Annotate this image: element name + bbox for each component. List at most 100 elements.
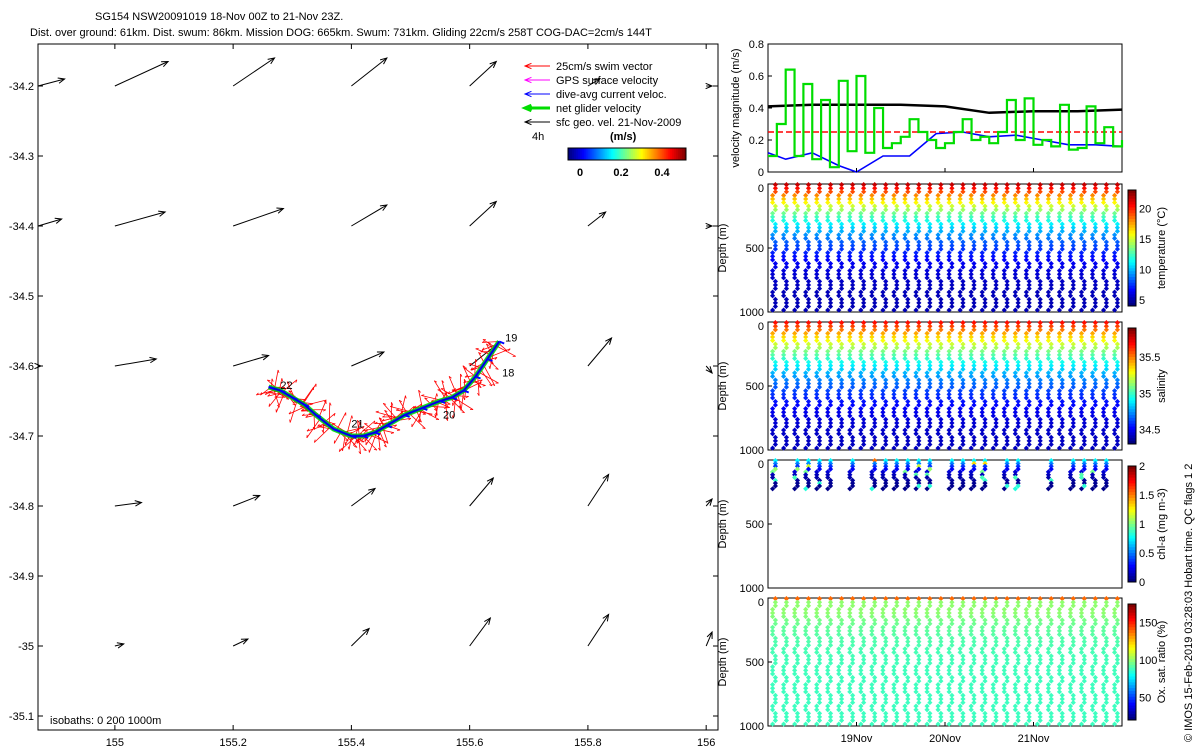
profile-point	[1070, 463, 1076, 469]
profile-point	[1015, 466, 1021, 472]
profile-point	[1070, 345, 1076, 351]
profile-point	[905, 660, 911, 666]
profile-point	[772, 692, 778, 699]
profile-point	[913, 631, 919, 638]
profile-point	[872, 221, 878, 227]
profile-point	[1048, 458, 1054, 464]
profile-point	[949, 398, 955, 405]
swim-vector-head	[357, 427, 361, 431]
profile-point	[805, 617, 812, 623]
profile-point	[935, 373, 941, 379]
profile-point	[1056, 606, 1063, 612]
profile-point	[872, 420, 878, 426]
profile-point	[1015, 327, 1021, 333]
profile-point	[1078, 671, 1085, 677]
profile-point	[1100, 631, 1107, 638]
profile-point	[770, 671, 776, 677]
profile-point	[891, 427, 897, 433]
scale-label: 4h	[532, 131, 544, 143]
profile-point	[792, 649, 798, 655]
swim-vector-head	[436, 393, 438, 397]
profile-point	[957, 406, 963, 412]
profile-point	[814, 671, 820, 677]
profile-point	[847, 373, 853, 379]
profile-point	[960, 438, 966, 444]
profile-point	[1037, 678, 1043, 684]
profile-point	[1114, 617, 1120, 623]
profile-point	[850, 345, 856, 351]
profile-point	[1067, 406, 1074, 412]
map-panel: 155 155.2 155.4 155.6 155.8 156-34.2-34.3-34.…	[9, 43, 719, 749]
profile-point	[924, 307, 930, 313]
profile-point	[971, 377, 977, 383]
profile-point	[1059, 717, 1065, 724]
profile-point	[772, 228, 778, 234]
profile-point	[960, 642, 966, 648]
profile-point	[927, 320, 933, 326]
swim-vector-head	[488, 342, 492, 345]
profile-point	[1078, 307, 1085, 313]
profile-point	[805, 327, 812, 333]
colorbar-cell	[583, 148, 587, 160]
profile-point	[825, 337, 831, 344]
profile-point	[938, 296, 944, 302]
profile-point	[805, 402, 812, 408]
profile-point	[883, 483, 889, 489]
profile-point	[924, 667, 930, 673]
profile-point	[792, 624, 798, 630]
profile-point	[990, 307, 996, 313]
profile-point	[1067, 667, 1074, 673]
profile-point	[1103, 653, 1109, 659]
profile-point	[880, 395, 886, 401]
profile-point	[1048, 377, 1054, 383]
section-y-tick-label: 1000	[740, 307, 764, 319]
profile-point	[861, 617, 867, 623]
profile-point	[990, 682, 996, 688]
profile-point	[1059, 303, 1065, 310]
profile-point	[872, 678, 878, 684]
geo-vector-head	[149, 356, 158, 364]
profile-point	[935, 337, 941, 344]
swim-vector-head	[470, 367, 473, 371]
profile-point	[858, 391, 864, 397]
geo-vector-head	[705, 498, 713, 506]
profile-point	[957, 427, 963, 433]
profile-point	[1001, 472, 1007, 478]
profile-point	[1004, 384, 1010, 390]
profile-point	[1103, 345, 1109, 351]
profile-point	[794, 189, 801, 195]
profile-point	[935, 355, 941, 362]
profile-point	[949, 416, 955, 423]
profile-point	[1048, 327, 1054, 333]
profile-point	[1001, 293, 1007, 299]
profile-point	[1015, 203, 1021, 209]
profile-point	[1034, 348, 1040, 354]
profile-point	[949, 696, 955, 702]
profile-point	[805, 639, 812, 645]
profile-point	[935, 689, 941, 695]
profile-point	[946, 649, 952, 655]
profile-point	[1070, 323, 1076, 329]
profile-point	[825, 330, 831, 336]
profile-point	[1081, 660, 1087, 666]
profile-point	[1026, 264, 1032, 270]
profile-point	[971, 384, 977, 390]
profile-point	[1081, 692, 1087, 699]
profile-point	[1103, 599, 1109, 605]
profile-point	[1092, 660, 1098, 666]
profile-point	[1081, 714, 1087, 720]
profile-point	[1026, 366, 1032, 372]
profile-point	[1059, 660, 1065, 666]
profile-point	[1070, 228, 1076, 234]
profile-point	[783, 285, 790, 292]
profile-point	[827, 714, 834, 720]
profile-point	[894, 710, 900, 716]
profile-point	[1015, 207, 1021, 213]
profile-point	[1078, 649, 1085, 655]
profile-point	[1026, 438, 1032, 444]
profile-point	[1114, 285, 1120, 292]
profile-point	[883, 296, 889, 302]
profile-point	[883, 221, 889, 227]
profile-point	[1114, 423, 1120, 430]
profile-point	[968, 348, 974, 354]
